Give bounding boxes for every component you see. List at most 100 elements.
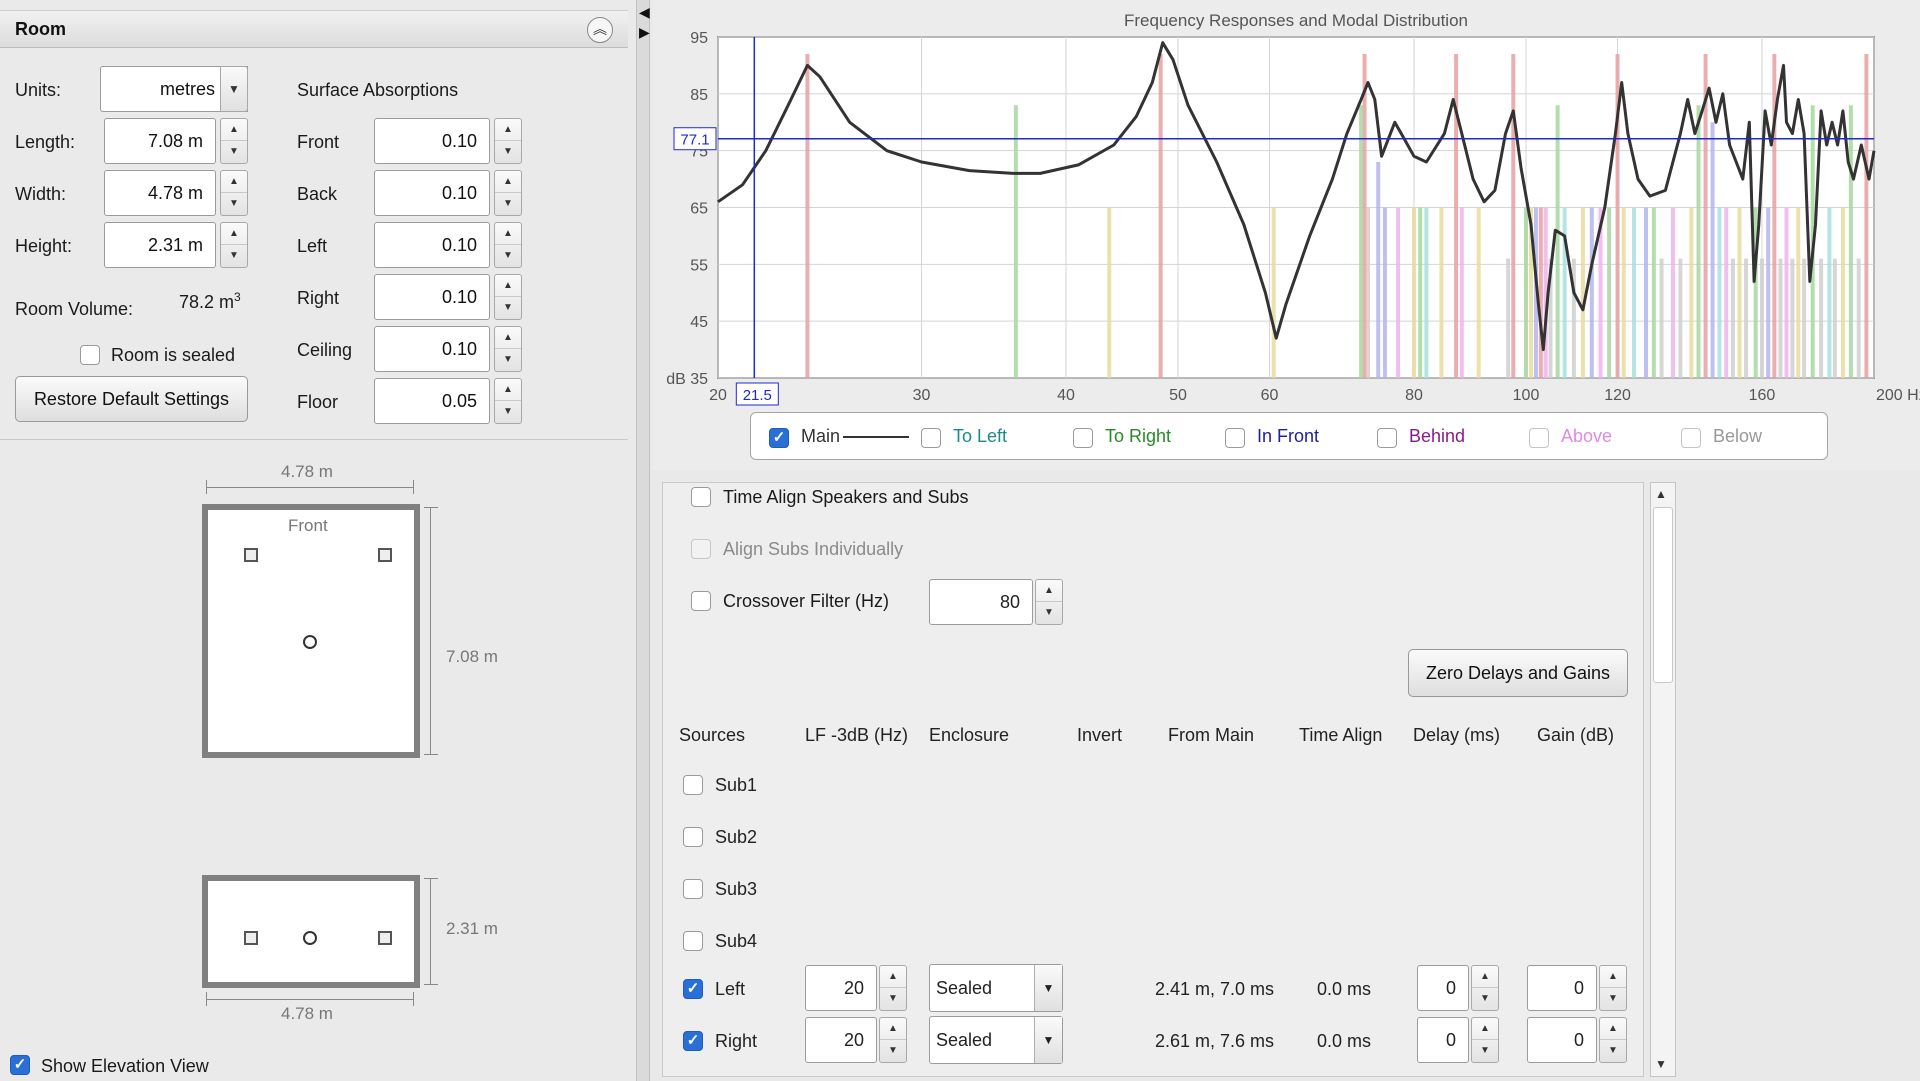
sub1-checkbox[interactable]: [683, 775, 703, 795]
collapse-icon[interactable]: ︽: [587, 17, 613, 43]
units-select[interactable]: metres ▼: [100, 66, 248, 112]
legend-to-left-checkbox[interactable]: [921, 428, 941, 448]
chevron-down-icon[interactable]: ▼: [220, 66, 248, 112]
scroll-down-icon[interactable]: ▼: [1655, 1057, 1667, 1071]
surface-right-field[interactable]: 0.10: [374, 274, 490, 320]
chevron-down-icon[interactable]: ▼: [1034, 965, 1062, 1011]
right-delay-field[interactable]: 0: [1417, 1017, 1469, 1063]
right-source-checkbox[interactable]: ✓: [683, 1031, 703, 1051]
align-subs-checkbox[interactable]: [691, 539, 711, 559]
left-lf-stepper[interactable]: ▲ ▼: [879, 965, 907, 1011]
sub4-checkbox[interactable]: [683, 931, 703, 951]
time-align-checkbox[interactable]: [691, 487, 711, 507]
left-source-checkbox[interactable]: ✓: [683, 979, 703, 999]
right-lf-field[interactable]: 20: [805, 1017, 877, 1063]
down-arrow-icon[interactable]: ▼: [1608, 993, 1618, 1004]
down-arrow-icon[interactable]: ▼: [503, 406, 513, 417]
show-elevation-checkbox[interactable]: ✓: [10, 1055, 30, 1075]
right-speaker-icon[interactable]: [378, 548, 392, 562]
surface-left-field[interactable]: 0.10: [374, 222, 490, 268]
surface-floor-stepper[interactable]: ▲ ▼: [494, 378, 522, 424]
legend-to-right-checkbox[interactable]: [1073, 428, 1093, 448]
right-gain-stepper[interactable]: ▲ ▼: [1599, 1017, 1627, 1063]
left-gain-stepper[interactable]: ▲ ▼: [1599, 965, 1627, 1011]
down-arrow-icon[interactable]: ▼: [229, 198, 239, 209]
up-arrow-icon[interactable]: ▲: [495, 379, 521, 401]
right-lf-stepper[interactable]: ▲ ▼: [879, 1017, 907, 1063]
length-field[interactable]: 7.08 m: [104, 118, 216, 164]
right-enclosure-select[interactable]: Sealed ▼: [929, 1016, 1063, 1064]
expand-right-icon[interactable]: ▶: [639, 24, 650, 40]
up-arrow-icon[interactable]: ▲: [1472, 966, 1498, 988]
surface-ceiling-stepper[interactable]: ▲ ▼: [494, 326, 522, 372]
down-arrow-icon[interactable]: ▼: [503, 250, 513, 261]
legend-behind-checkbox[interactable]: [1377, 428, 1397, 448]
surface-left-stepper[interactable]: ▲ ▼: [494, 222, 522, 268]
legend-in-front-checkbox[interactable]: [1225, 428, 1245, 448]
down-arrow-icon[interactable]: ▼: [503, 302, 513, 313]
up-arrow-icon[interactable]: ▲: [495, 223, 521, 245]
sub3-checkbox[interactable]: [683, 879, 703, 899]
crossover-stepper[interactable]: ▲ ▼: [1035, 579, 1063, 625]
left-delay-stepper[interactable]: ▲ ▼: [1471, 965, 1499, 1011]
down-arrow-icon[interactable]: ▼: [229, 250, 239, 261]
up-arrow-icon[interactable]: ▲: [1600, 966, 1626, 988]
surface-ceiling-field[interactable]: 0.10: [374, 326, 490, 372]
scroll-thumb[interactable]: [1653, 507, 1673, 683]
down-arrow-icon[interactable]: ▼: [1608, 1045, 1618, 1056]
up-arrow-icon[interactable]: ▲: [880, 966, 906, 988]
surface-front-stepper[interactable]: ▲ ▼: [494, 118, 522, 164]
up-arrow-icon[interactable]: ▲: [1472, 1018, 1498, 1040]
height-field[interactable]: 2.31 m: [104, 222, 216, 268]
left-lf-field[interactable]: 20: [805, 965, 877, 1011]
down-arrow-icon[interactable]: ▼: [888, 1045, 898, 1056]
legend-above-checkbox[interactable]: [1529, 428, 1549, 448]
left-enclosure-select[interactable]: Sealed ▼: [929, 964, 1063, 1012]
up-arrow-icon[interactable]: ▲: [1036, 580, 1062, 602]
right-gain-field[interactable]: 0: [1527, 1017, 1597, 1063]
down-arrow-icon[interactable]: ▼: [1480, 993, 1490, 1004]
surface-back-stepper[interactable]: ▲ ▼: [494, 170, 522, 216]
collapse-left-icon[interactable]: ◀: [639, 4, 650, 20]
sub2-checkbox[interactable]: [683, 827, 703, 847]
zero-delays-gains-button[interactable]: Zero Delays and Gains: [1408, 649, 1628, 697]
down-arrow-icon[interactable]: ▼: [503, 146, 513, 157]
up-arrow-icon[interactable]: ▲: [495, 275, 521, 297]
down-arrow-icon[interactable]: ▼: [1044, 607, 1054, 618]
sources-scrollbar[interactable]: ▲ ▼: [1650, 482, 1676, 1077]
surface-right-stepper[interactable]: ▲ ▼: [494, 274, 522, 320]
surface-back-field[interactable]: 0.10: [374, 170, 490, 216]
crossover-field[interactable]: 80: [929, 579, 1033, 625]
down-arrow-icon[interactable]: ▼: [1480, 1045, 1490, 1056]
surface-front-field[interactable]: 0.10: [374, 118, 490, 164]
scroll-up-icon[interactable]: ▲: [1655, 487, 1667, 501]
listener-icon[interactable]: [303, 635, 317, 649]
down-arrow-icon[interactable]: ▼: [503, 354, 513, 365]
frequency-chart-svg[interactable]: Frequency Responses and Modal Distributi…: [652, 0, 1920, 470]
down-arrow-icon[interactable]: ▼: [229, 146, 239, 157]
legend-main-checkbox[interactable]: ✓: [769, 428, 789, 448]
up-arrow-icon[interactable]: ▲: [221, 223, 247, 245]
width-field[interactable]: 4.78 m: [104, 170, 216, 216]
up-arrow-icon[interactable]: ▲: [495, 171, 521, 193]
up-arrow-icon[interactable]: ▲: [495, 119, 521, 141]
down-arrow-icon[interactable]: ▼: [888, 993, 898, 1004]
right-delay-stepper[interactable]: ▲ ▼: [1471, 1017, 1499, 1063]
height-stepper[interactable]: ▲ ▼: [220, 222, 248, 268]
chevron-down-icon[interactable]: ▼: [1034, 1017, 1062, 1063]
panel-splitter[interactable]: ◀ ▶: [636, 0, 650, 1081]
left-delay-field[interactable]: 0: [1417, 965, 1469, 1011]
restore-defaults-button[interactable]: Restore Default Settings: [15, 376, 248, 422]
up-arrow-icon[interactable]: ▲: [1600, 1018, 1626, 1040]
room-sealed-checkbox[interactable]: [80, 345, 100, 365]
down-arrow-icon[interactable]: ▼: [503, 198, 513, 209]
length-stepper[interactable]: ▲ ▼: [220, 118, 248, 164]
width-stepper[interactable]: ▲ ▼: [220, 170, 248, 216]
up-arrow-icon[interactable]: ▲: [495, 327, 521, 349]
legend-below-checkbox[interactable]: [1681, 428, 1701, 448]
up-arrow-icon[interactable]: ▲: [221, 119, 247, 141]
up-arrow-icon[interactable]: ▲: [221, 171, 247, 193]
left-speaker-icon[interactable]: [244, 548, 258, 562]
left-gain-field[interactable]: 0: [1527, 965, 1597, 1011]
up-arrow-icon[interactable]: ▲: [880, 1018, 906, 1040]
